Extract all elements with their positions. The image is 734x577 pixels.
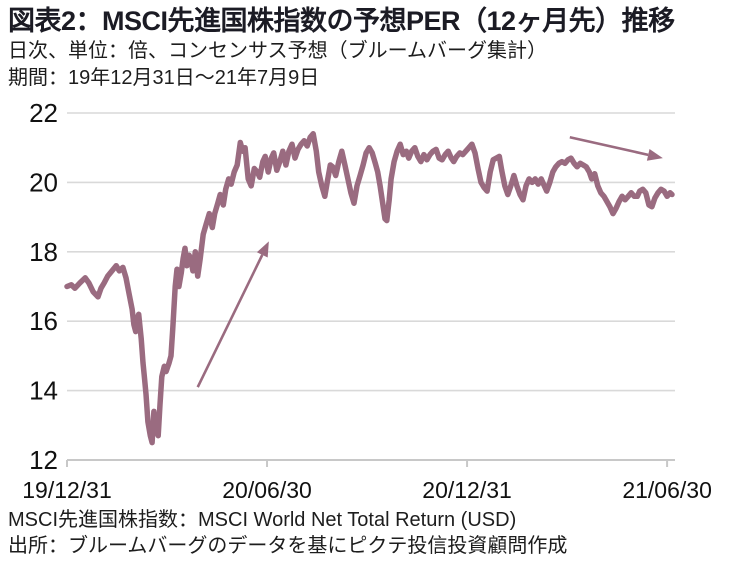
y-axis-label: 18 <box>29 237 58 267</box>
x-axis-label: 21/06/30 <box>622 477 712 503</box>
y-axis-label: 16 <box>29 306 58 336</box>
footnote-source: 出所：ブルームバーグのデータを基にピクテ投信投資顧問作成 <box>8 535 568 557</box>
y-axis-label: 12 <box>29 445 58 475</box>
footnote-index: MSCI先進国株指数：MSCI World Net Total Return (… <box>8 509 517 531</box>
per-line-chart: 12 14 16 18 20 22 19/12/31 20/06/30 20/12/31 21/0… <box>22 98 712 503</box>
chart-subtitle: 日次、単位：倍、コンセンサス予想（ブルームバーグ集計） <box>8 40 547 62</box>
x-axis-label: 20/12/31 <box>422 477 512 503</box>
chart-period: 期間：19年12月31日～21年7月9日 <box>8 67 320 89</box>
trend-arrow-head <box>256 241 269 258</box>
trend-arrow-shaft <box>569 136 649 157</box>
page-title: 図表2：MSCI先進国株指数の予想PER（12ヶ月先）推移 <box>8 6 675 36</box>
trend-arrow-head <box>646 148 663 161</box>
y-axis-label: 20 <box>29 167 58 197</box>
series-line <box>64 131 675 446</box>
trend-arrow-shaft <box>196 254 264 388</box>
x-axis-label: 19/12/31 <box>22 477 112 503</box>
y-axis-label: 22 <box>29 98 58 128</box>
y-axis-label: 14 <box>29 376 58 406</box>
x-axis-label: 20/06/30 <box>222 477 312 503</box>
